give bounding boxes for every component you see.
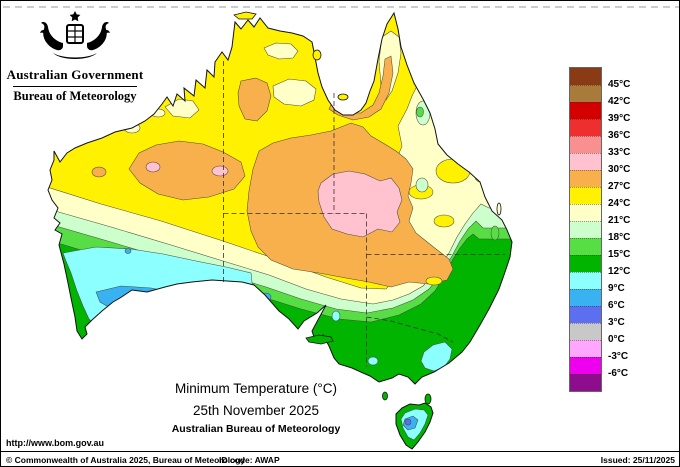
legend-color-block [570, 170, 601, 187]
legend-color-block [570, 85, 601, 102]
coat-of-arms-icon [40, 11, 110, 59]
footer-bar: © Commonwealth of Australia 2025, Bureau… [1, 453, 679, 466]
agency-header: Australian Government Bureau of Meteorol… [5, 5, 145, 104]
map-caption: Minimum Temperature (°C) 25th November 2… [101, 381, 411, 435]
legend-color-block [570, 136, 601, 153]
legend-label: 18°C [608, 232, 631, 243]
legend-label: -6°C [608, 368, 629, 379]
legend-label: 12°C [608, 266, 631, 277]
legend-label: 42°C [608, 96, 631, 107]
copyright-text: © Commonwealth of Australia 2025, Bureau… [6, 455, 246, 465]
legend-label: 0°C [608, 334, 625, 345]
map-date: 25th November 2025 [192, 403, 320, 418]
legend-color-block [570, 357, 601, 374]
legend-color-block [570, 221, 601, 238]
legend-color-block [570, 255, 601, 272]
issued-text: Issued: 25/11/2025 [600, 455, 675, 465]
legend-color-block [570, 374, 601, 391]
bom-url: http://www.bom.gov.au [6, 438, 104, 448]
government-title: Australian Government [6, 67, 144, 82]
legend-color-block [570, 306, 601, 323]
legend-label: 39°C [608, 113, 631, 124]
legend-color-block [570, 238, 601, 255]
legend-color-bar [569, 67, 602, 392]
legend-label: 21°C [608, 215, 631, 226]
bureau-title: Bureau of Meteorology [13, 89, 137, 103]
legend-color-block [570, 340, 601, 357]
legend-label: 36°C [608, 130, 631, 141]
header-divider [13, 86, 137, 87]
islands [233, 11, 502, 405]
legend-label: 30°C [608, 164, 631, 175]
temperature-legend: 45°C 42°C 39°C 36°C 33°C 30°C 27°C 24°C 21°C 18°C… [569, 67, 630, 392]
legend-label: 3°C [608, 317, 625, 328]
legend-label: 6°C [608, 300, 625, 311]
id-code-text: ID code: AWAP [219, 455, 280, 465]
legend-color-block [570, 68, 601, 85]
legend-label: 24°C [608, 198, 631, 209]
legend-label: 15°C [608, 249, 631, 260]
legend-label: 45°C [608, 79, 631, 90]
legend-label: 27°C [608, 181, 631, 192]
legend-color-block [570, 102, 601, 119]
state-borders [223, 61, 505, 367]
legend-color-block [570, 187, 601, 204]
legend-color-block [570, 204, 601, 221]
legend-label: 33°C [608, 147, 631, 158]
legend-label: -3°C [608, 351, 629, 362]
legend-color-block [570, 323, 601, 340]
footer-divider [1, 451, 679, 452]
map-org: Australian Bureau of Meteorology [171, 423, 341, 435]
legend-label: 9°C [608, 283, 625, 294]
tasmania [395, 402, 434, 450]
legend-color-block [570, 272, 601, 289]
legend-color-block [570, 289, 601, 306]
legend-color-block [570, 119, 601, 136]
legend-color-block [570, 153, 601, 170]
map-title: Minimum Temperature (°C) [175, 381, 337, 396]
mainland-coastline [47, 11, 513, 385]
